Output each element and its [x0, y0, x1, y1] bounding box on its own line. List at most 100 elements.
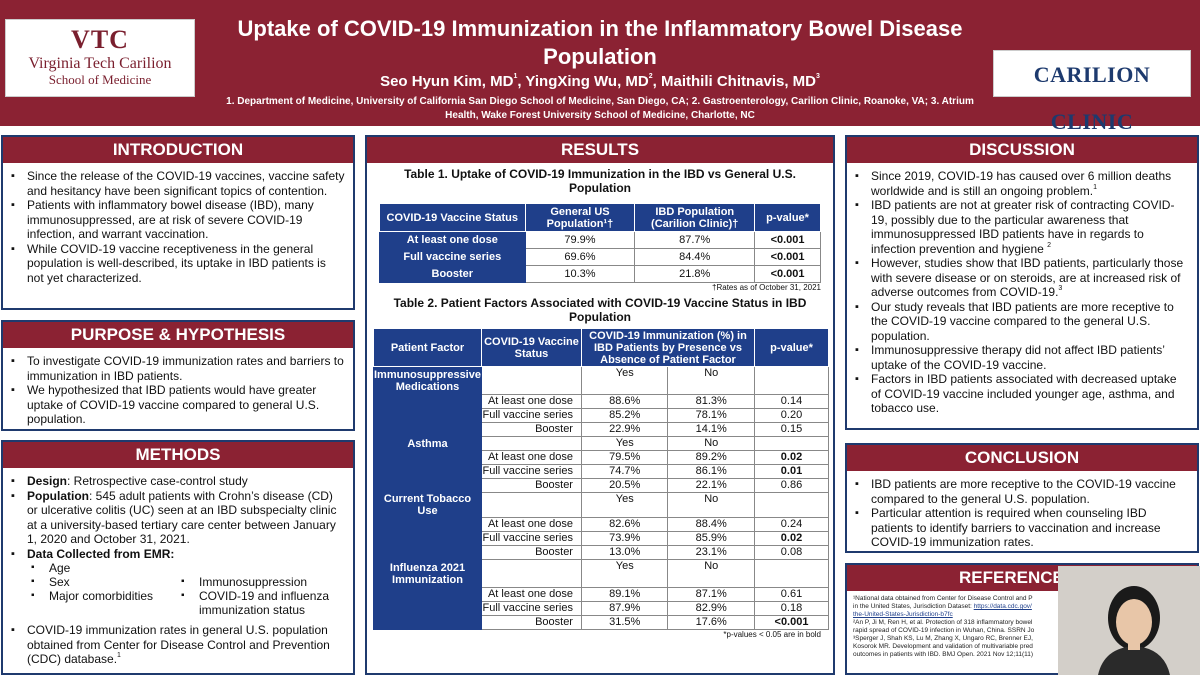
reference-1b-text: in the United States, Jurisdiction Datas…: [853, 603, 974, 610]
vtc-logo-line2: School of Medicine: [48, 72, 152, 87]
table2-pvalue: 0.02: [754, 450, 829, 465]
table1-row-label: Booster: [379, 265, 526, 283]
table2-status: Full vaccine series: [480, 408, 582, 423]
table1-header: IBD Population (Carilion Clinic)†: [634, 203, 756, 232]
author-3: Maithili Chitnavis, MD: [661, 73, 817, 90]
cdc-sup: 1: [117, 652, 121, 659]
list-item: Patients with inflammatory bowel disease…: [11, 198, 345, 242]
table-row: At least one dose 82.6% 88.4% 0.24: [373, 517, 829, 532]
presenter-avatar: [1058, 566, 1200, 675]
poster-header: VTC Virginia Tech Carilion School of Med…: [0, 0, 1200, 134]
cdc-text: COVID-19 immunization rates in general U…: [27, 623, 330, 666]
author-2-sup: 2: [648, 73, 653, 80]
table2-status: Full vaccine series: [480, 464, 582, 479]
table2-factor-blank: [373, 394, 482, 409]
table1-cell: <0.001: [754, 248, 821, 266]
table2-status: At least one dose: [480, 450, 582, 465]
table2-factor-blank: [373, 601, 482, 616]
list-item: Data Collected from EMR:: [11, 547, 345, 562]
list-item: Immunosuppression: [177, 575, 337, 589]
purpose-panel: PURPOSE & HYPOTHESIS To investigate COVI…: [1, 320, 355, 431]
data-col-2: Immunosuppression COVID-19 and influenza…: [177, 561, 337, 617]
table-row: Booster 31.5% 17.6% <0.001: [373, 615, 829, 630]
table2: Patient Factor COVID-19 Vaccine Status C…: [373, 328, 829, 630]
reference-1: ¹National data obtained from Center for …: [853, 595, 1033, 602]
design-text: : Retrospective case-control study: [67, 474, 248, 488]
table2-no-header: No: [667, 492, 755, 518]
table2-pvalue: 0.61: [754, 587, 829, 602]
table2-cell: 73.9%: [580, 531, 669, 546]
table1: COVID-19 Vaccine Status General US Popul…: [379, 203, 821, 283]
table1-cell: 79.9%: [524, 231, 636, 249]
list-item: Our study reveals that IBD patients are …: [855, 300, 1189, 344]
population-label: Population: [27, 488, 89, 503]
table2-caption: Table 2. Patient Factors Associated with…: [393, 296, 807, 324]
table-row: Booster 13.0% 23.1% 0.08: [373, 545, 829, 560]
table2-cell: 88.4%: [667, 517, 755, 532]
table2-cell: 86.1%: [667, 464, 755, 479]
table2-pvalue: 0.24: [754, 517, 829, 532]
bullet-sup: 2: [1047, 241, 1052, 249]
methods-list-2: COVID-19 immunization rates in general U…: [3, 617, 353, 667]
table2-cell: 74.7%: [580, 464, 669, 479]
data-collected-columns: Age Sex Major comorbidities Immunosuppre…: [3, 561, 353, 617]
table2-factor-label: Immunosuppressive Medications: [373, 366, 482, 395]
table2-cell: 87.1%: [667, 587, 755, 602]
reference-link[interactable]: the-United-States-Jurisdiction-b7fc: [853, 611, 953, 618]
table2-cell: 89.2%: [667, 450, 755, 465]
list-item: Particular attention is required when co…: [855, 506, 1189, 550]
table2-factor-blank: [373, 531, 482, 546]
list-item: However, studies show that IBD patients,…: [855, 256, 1189, 300]
table2-header: COVID-19 Vaccine Status: [480, 328, 582, 367]
methods-title: METHODS: [3, 442, 353, 468]
bullet-text: Factors in IBD patients associated with …: [871, 372, 1177, 415]
table2-cell: 79.5%: [580, 450, 669, 465]
table2-cell: 17.6%: [667, 615, 755, 630]
list-item: Since the release of the COVID-19 vaccin…: [11, 169, 345, 198]
table1-note: †Rates as of October 31, 2021: [712, 283, 821, 292]
table2-header: p-value*: [754, 328, 829, 367]
table2-factor-blank: [373, 517, 482, 532]
table2-factor-blank: [373, 478, 482, 493]
table1-cell: 87.7%: [634, 231, 756, 249]
introduction-title: INTRODUCTION: [3, 137, 353, 163]
table2-pvalue: 0.08: [754, 545, 829, 560]
reference-1c: the-United-States-Jurisdiction-b7fc: [853, 611, 1191, 619]
table2-cell: [754, 436, 829, 451]
table1-cell: <0.001: [754, 231, 821, 249]
table2-factor-blank: [373, 464, 482, 479]
results-panel: RESULTS Table 1. Uptake of COVID-19 Immu…: [365, 135, 835, 675]
table2-factor-label: Asthma: [373, 436, 482, 451]
table1-cell: 84.4%: [634, 248, 756, 266]
table2-cell: [480, 436, 582, 451]
table2-cell: 89.1%: [580, 587, 669, 602]
table2-pvalue: 0.18: [754, 601, 829, 616]
table2-status: Full vaccine series: [480, 531, 582, 546]
table1-caption: Table 1. Uptake of COVID-19 Immunization…: [404, 167, 796, 195]
vtc-logo-line1: Virginia Tech Carilion: [28, 55, 172, 72]
table2-status: Booster: [480, 478, 582, 493]
reference-3: ³Sperger J, Shah KS, Lu M, Zhang X, Unga…: [853, 635, 1033, 642]
reference-2b: rapid spread of COVID-19 infection in Wu…: [853, 627, 1035, 634]
bullet-sup: 3: [1058, 285, 1063, 292]
table-row: Immunosuppressive Medications Yes No: [373, 366, 829, 395]
methods-panel: METHODS Design: Retrospective case-contr…: [1, 440, 355, 675]
design-label: Design: [27, 474, 68, 488]
table2-factor-blank: [373, 422, 482, 437]
table2-cell: [754, 366, 829, 395]
table2-cell: [480, 559, 582, 588]
table-row: At least one dose 79.9% 87.7% <0.001: [379, 231, 821, 249]
table2-cell: [754, 492, 829, 518]
table-row: Current Tobacco Use Yes No: [373, 492, 829, 518]
table2-pvalue: 0.14: [754, 394, 829, 409]
reference-link[interactable]: https://data.cdc.gov/: [973, 603, 1032, 610]
table-row: Full vaccine series 73.9% 85.9% 0.02: [373, 531, 829, 546]
reference-1b: in the United States, Jurisdiction Datas…: [853, 603, 1191, 611]
table2-cell: 20.5%: [580, 478, 669, 493]
vtc-logo-mono: VTC: [71, 25, 129, 54]
conclusion-panel: CONCLUSION IBD patients are more recepti…: [845, 443, 1199, 553]
table2-factor-blank: [373, 587, 482, 602]
author-3-sup: 3: [816, 73, 820, 80]
poster-title: Uptake of COVID-19 Immunization in the I…: [237, 16, 963, 69]
bullet-sup: 1: [1093, 183, 1098, 191]
